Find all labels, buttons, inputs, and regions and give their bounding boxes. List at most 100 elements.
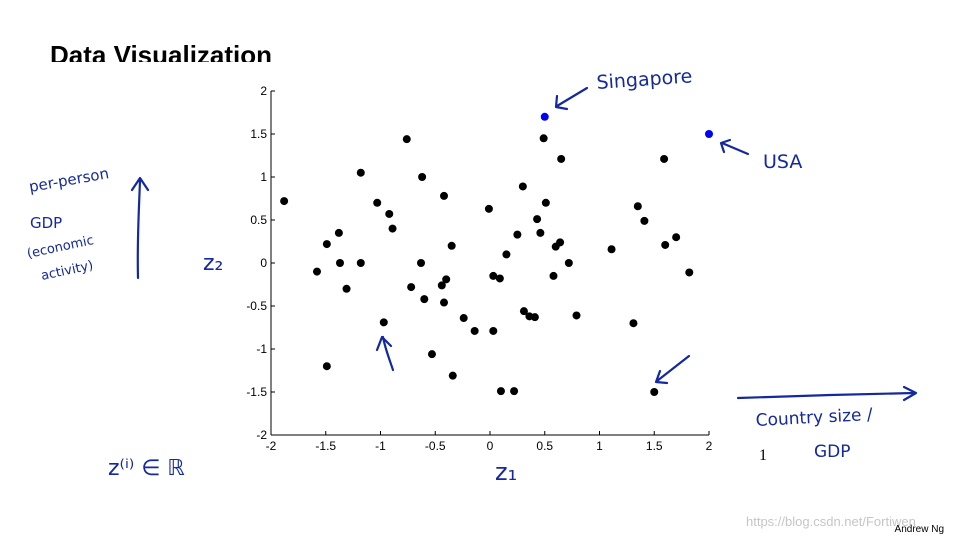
y-tick-label: 0 [260,256,267,270]
author-credit: Andrew Ng [894,524,944,535]
pointer-arrow-lower-right-icon [654,354,691,385]
data-point [356,168,365,177]
y-variable-label: z₂ [203,251,223,276]
left-note: per-person GDP (economic activity) [26,164,150,284]
data-point [640,216,649,225]
x-tick-label: 1 [596,439,603,453]
right-arrow-icon [736,385,918,402]
data-point [312,267,321,276]
x-variable-label: z₁ [495,458,517,486]
y-ticks: 2 1.5 1 0.5 0 -0.5 -1 -1.5 -2 [246,84,275,442]
x-tick-label: -1 [375,439,386,453]
data-point [448,371,457,380]
data-point [530,313,539,322]
data-point [437,281,446,290]
data-point [633,202,642,211]
data-point [557,154,566,163]
singapore-arrow-icon [554,86,589,111]
data-point [533,215,542,224]
data-point [470,326,479,335]
data-point [539,134,548,143]
slide-title: Data Visualization [50,40,273,62]
y-tick-label: 2 [260,84,267,98]
data-point [607,245,616,254]
left-note-line-2: GDP [30,214,62,232]
y-tick-label: 1.5 [250,127,267,141]
data-point [496,387,505,396]
data-point [672,233,681,242]
y-tick-label: -2 [256,428,267,442]
data-point [440,191,449,200]
watermark-text: https://blog.csdn.net/Fortiwen [746,514,916,529]
data-point [564,259,573,267]
x-tick-label: 0.5 [536,439,553,453]
data-point [356,259,365,267]
x-tick-label: 0 [487,439,494,453]
left-note-line-4: activity) [40,258,95,284]
data-point [442,275,451,284]
slide-page-number: 1 [759,447,767,464]
left-note-line-1: per-person [28,164,111,196]
left-note-line-3: (economic [26,233,95,262]
data-point [536,228,545,237]
y-tick-label: -1.5 [246,385,267,399]
data-point [502,250,511,259]
data-point [556,238,565,247]
data-point [510,387,519,396]
data-point [495,274,504,283]
data-points [280,112,713,396]
y-tick-label: 1 [260,170,267,184]
data-point [541,198,550,207]
data-point [519,307,528,316]
data-point [489,326,498,335]
data-point [650,388,659,396]
up-arrow-icon [130,176,150,280]
x-ticks: -2 -1.5 -1 -0.5 0 0.5 1 1.5 2 [266,431,713,453]
data-point [335,259,344,267]
data-point [489,271,498,280]
data-point [385,209,394,218]
data-point [685,268,694,277]
pointer-arrow-icon [375,335,395,372]
bottom-right-note-line-2: GDP [814,442,851,462]
data-point [379,318,388,327]
data-point [407,283,416,292]
bottom-right-note-line-1: Country size / [755,405,873,431]
data-point [420,295,429,304]
y-tick-label: -0.5 [246,299,267,313]
data-point [402,135,411,144]
y-tick-label: -1 [256,342,267,356]
data-point [388,224,397,233]
data-point [440,298,449,307]
data-point [549,271,558,280]
singapore-label: Singapore [596,65,693,94]
data-point [322,362,331,371]
data-point [322,240,331,249]
data-point [660,154,669,163]
data-point [459,314,468,323]
x-tick-label: 1.5 [646,439,663,453]
data-point [447,241,456,250]
data-point [417,259,426,267]
vector-notation: z⁽ⁱ⁾ ∈ ℝ [108,456,185,481]
data-point [280,197,289,206]
data-point [572,311,581,320]
data-point [373,198,382,207]
x-tick-label: -0.5 [425,439,446,453]
data-point [629,319,638,328]
data-point [427,350,436,359]
usa-label: USA [763,151,802,173]
data-point [342,284,351,293]
data-point [661,240,670,249]
x-tick-label: -2 [266,439,277,453]
data-point [418,173,427,181]
x-tick-label: -1.5 [315,439,336,453]
x-tick-label: 2 [706,439,713,453]
highlighted-data-point [540,112,549,121]
data-point [518,182,527,191]
data-point [513,230,522,239]
highlighted-data-point [705,130,713,138]
data-point [334,228,343,237]
usa-arrow-icon [719,138,750,156]
